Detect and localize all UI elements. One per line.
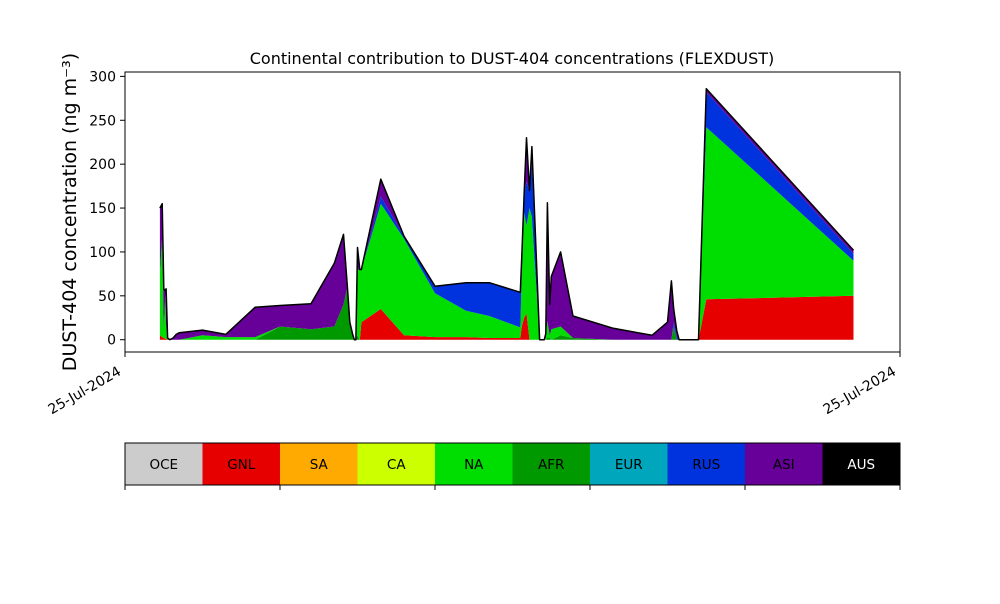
legend-label-ca: CA: [387, 457, 406, 473]
legend-label-eur: EUR: [615, 457, 643, 473]
legend-swatch-aus: [822, 443, 901, 485]
area-rus: [159, 92, 854, 340]
total-line: [159, 87, 855, 341]
legend-label-sa: SA: [310, 457, 329, 473]
legend-label-rus: RUS: [692, 457, 720, 473]
legend-label-asi: ASI: [773, 457, 795, 473]
x-tick-label: 25-Jul-2024: [821, 364, 899, 419]
legend-label-na: NA: [464, 457, 484, 473]
legend: OCE GNL SA CA NA AFR EUR RUS ASI AUS: [124, 442, 901, 490]
y-axis-label: DUST-404 concentration (ng m⁻³): [59, 53, 81, 371]
legend-swatch-eur: [590, 443, 668, 485]
x-tick-label: 25-Jul-2024: [46, 364, 124, 419]
legend-swatch-sa: [280, 443, 358, 485]
total-outline: [159, 87, 855, 341]
y-tick-label: 150: [89, 201, 116, 217]
legend-swatch-asi: [745, 443, 823, 485]
legend-label-aus: AUS: [847, 457, 875, 473]
chart-title: Continental contribution to DUST-404 con…: [250, 49, 775, 68]
y-tick-label: 300: [89, 69, 116, 85]
legend-swatch-gnl: [202, 443, 281, 485]
y-tick-label: 50: [98, 289, 116, 305]
plot-frame: [124, 71, 901, 353]
x-axis: 25-Jul-2024 25-Jul-2024: [46, 352, 901, 419]
legend-swatch-rus: [667, 443, 746, 485]
legend-swatch-oce: [125, 443, 203, 485]
area-na: [159, 127, 854, 340]
legend-frame: [124, 442, 901, 486]
stacked-area-layers: [159, 88, 854, 340]
y-tick-label: 100: [89, 245, 116, 261]
y-axis: 0 50 100 150 200 250 300: [89, 69, 125, 349]
area-gnl: [159, 295, 854, 340]
legend-label-oce: OCE: [149, 457, 178, 473]
area-asi: [159, 88, 854, 340]
y-tick-label: 0: [107, 333, 116, 349]
legend-swatch-afr: [512, 443, 591, 485]
legend-swatch-na: [435, 443, 513, 485]
legend-label-afr: AFR: [538, 457, 564, 473]
legend-label-gnl: GNL: [227, 457, 256, 473]
y-tick-label: 200: [89, 157, 116, 173]
y-tick-label: 250: [89, 113, 116, 129]
legend-swatch-ca: [357, 443, 436, 485]
